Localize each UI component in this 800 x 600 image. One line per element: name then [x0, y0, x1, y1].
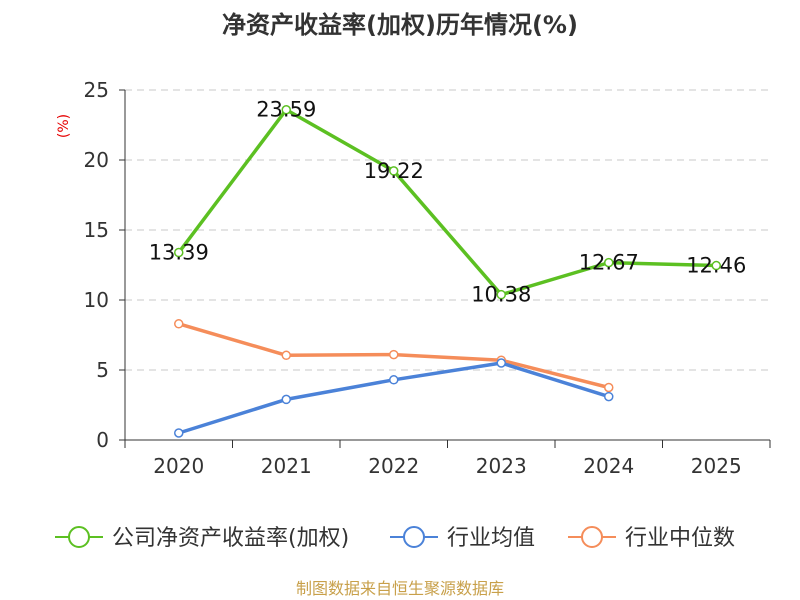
chart-title: 净资产收益率(加权)历年情况(%): [222, 11, 578, 39]
grid-lines: [125, 89, 770, 371]
data-point: [389, 166, 399, 176]
x-tick-label: 2023: [476, 454, 527, 478]
data-label: 19.22: [364, 159, 424, 183]
legend-swatch-marker: [581, 526, 603, 548]
x-tick-label: 2022: [368, 454, 419, 478]
legend-swatch-marker: [68, 526, 90, 548]
series-line: [177, 107, 717, 297]
data-point: [389, 349, 399, 360]
data-point: [174, 428, 184, 438]
legend-label: 公司净资产收益率(加权): [112, 526, 349, 551]
data-point: [496, 358, 506, 368]
data-point: [281, 104, 291, 115]
x-tick-label: 2021: [261, 454, 312, 478]
y-tick-label: 0: [96, 428, 109, 452]
y-tick-label: 20: [84, 148, 109, 172]
data-point: [711, 260, 721, 271]
data-label: 12.67: [579, 251, 639, 275]
legend-label: 行业中位数: [625, 526, 735, 551]
legend: 公司净资产收益率(加权) 行业均值 行业中位数: [55, 526, 735, 551]
x-tick-label: 2025: [691, 454, 742, 478]
y-tick-label: 10: [84, 288, 109, 312]
y-tick-label: 5: [96, 358, 109, 382]
x-tick-label: 2020: [153, 454, 204, 478]
y-tick-label: 25: [84, 78, 109, 102]
data-point: [281, 394, 291, 405]
data-point: [604, 257, 614, 268]
data-label: 23.59: [256, 98, 316, 122]
series-group: 13.39 23.59 19.22 10.38 12.67 12.46: [149, 98, 746, 438]
y-axis-label: (%): [56, 114, 72, 138]
data-point: [496, 289, 506, 300]
legend-label: 行业均值: [447, 526, 535, 551]
y-tick-label: 15: [84, 218, 109, 242]
data-point: [174, 247, 184, 258]
data-point: [389, 375, 399, 385]
data-point: [281, 350, 291, 361]
data-label: 13.39: [149, 241, 209, 265]
data-label: 12.46: [686, 254, 746, 278]
data-point: [604, 382, 614, 393]
data-label: 10.38: [471, 283, 531, 307]
legend-swatch-marker: [403, 526, 425, 548]
series-line: [178, 361, 610, 435]
x-tick-label: 2024: [583, 454, 634, 478]
data-point: [174, 319, 184, 329]
data-point: [604, 391, 614, 402]
source-note: 制图数据来自恒生聚源数据库: [296, 579, 504, 598]
